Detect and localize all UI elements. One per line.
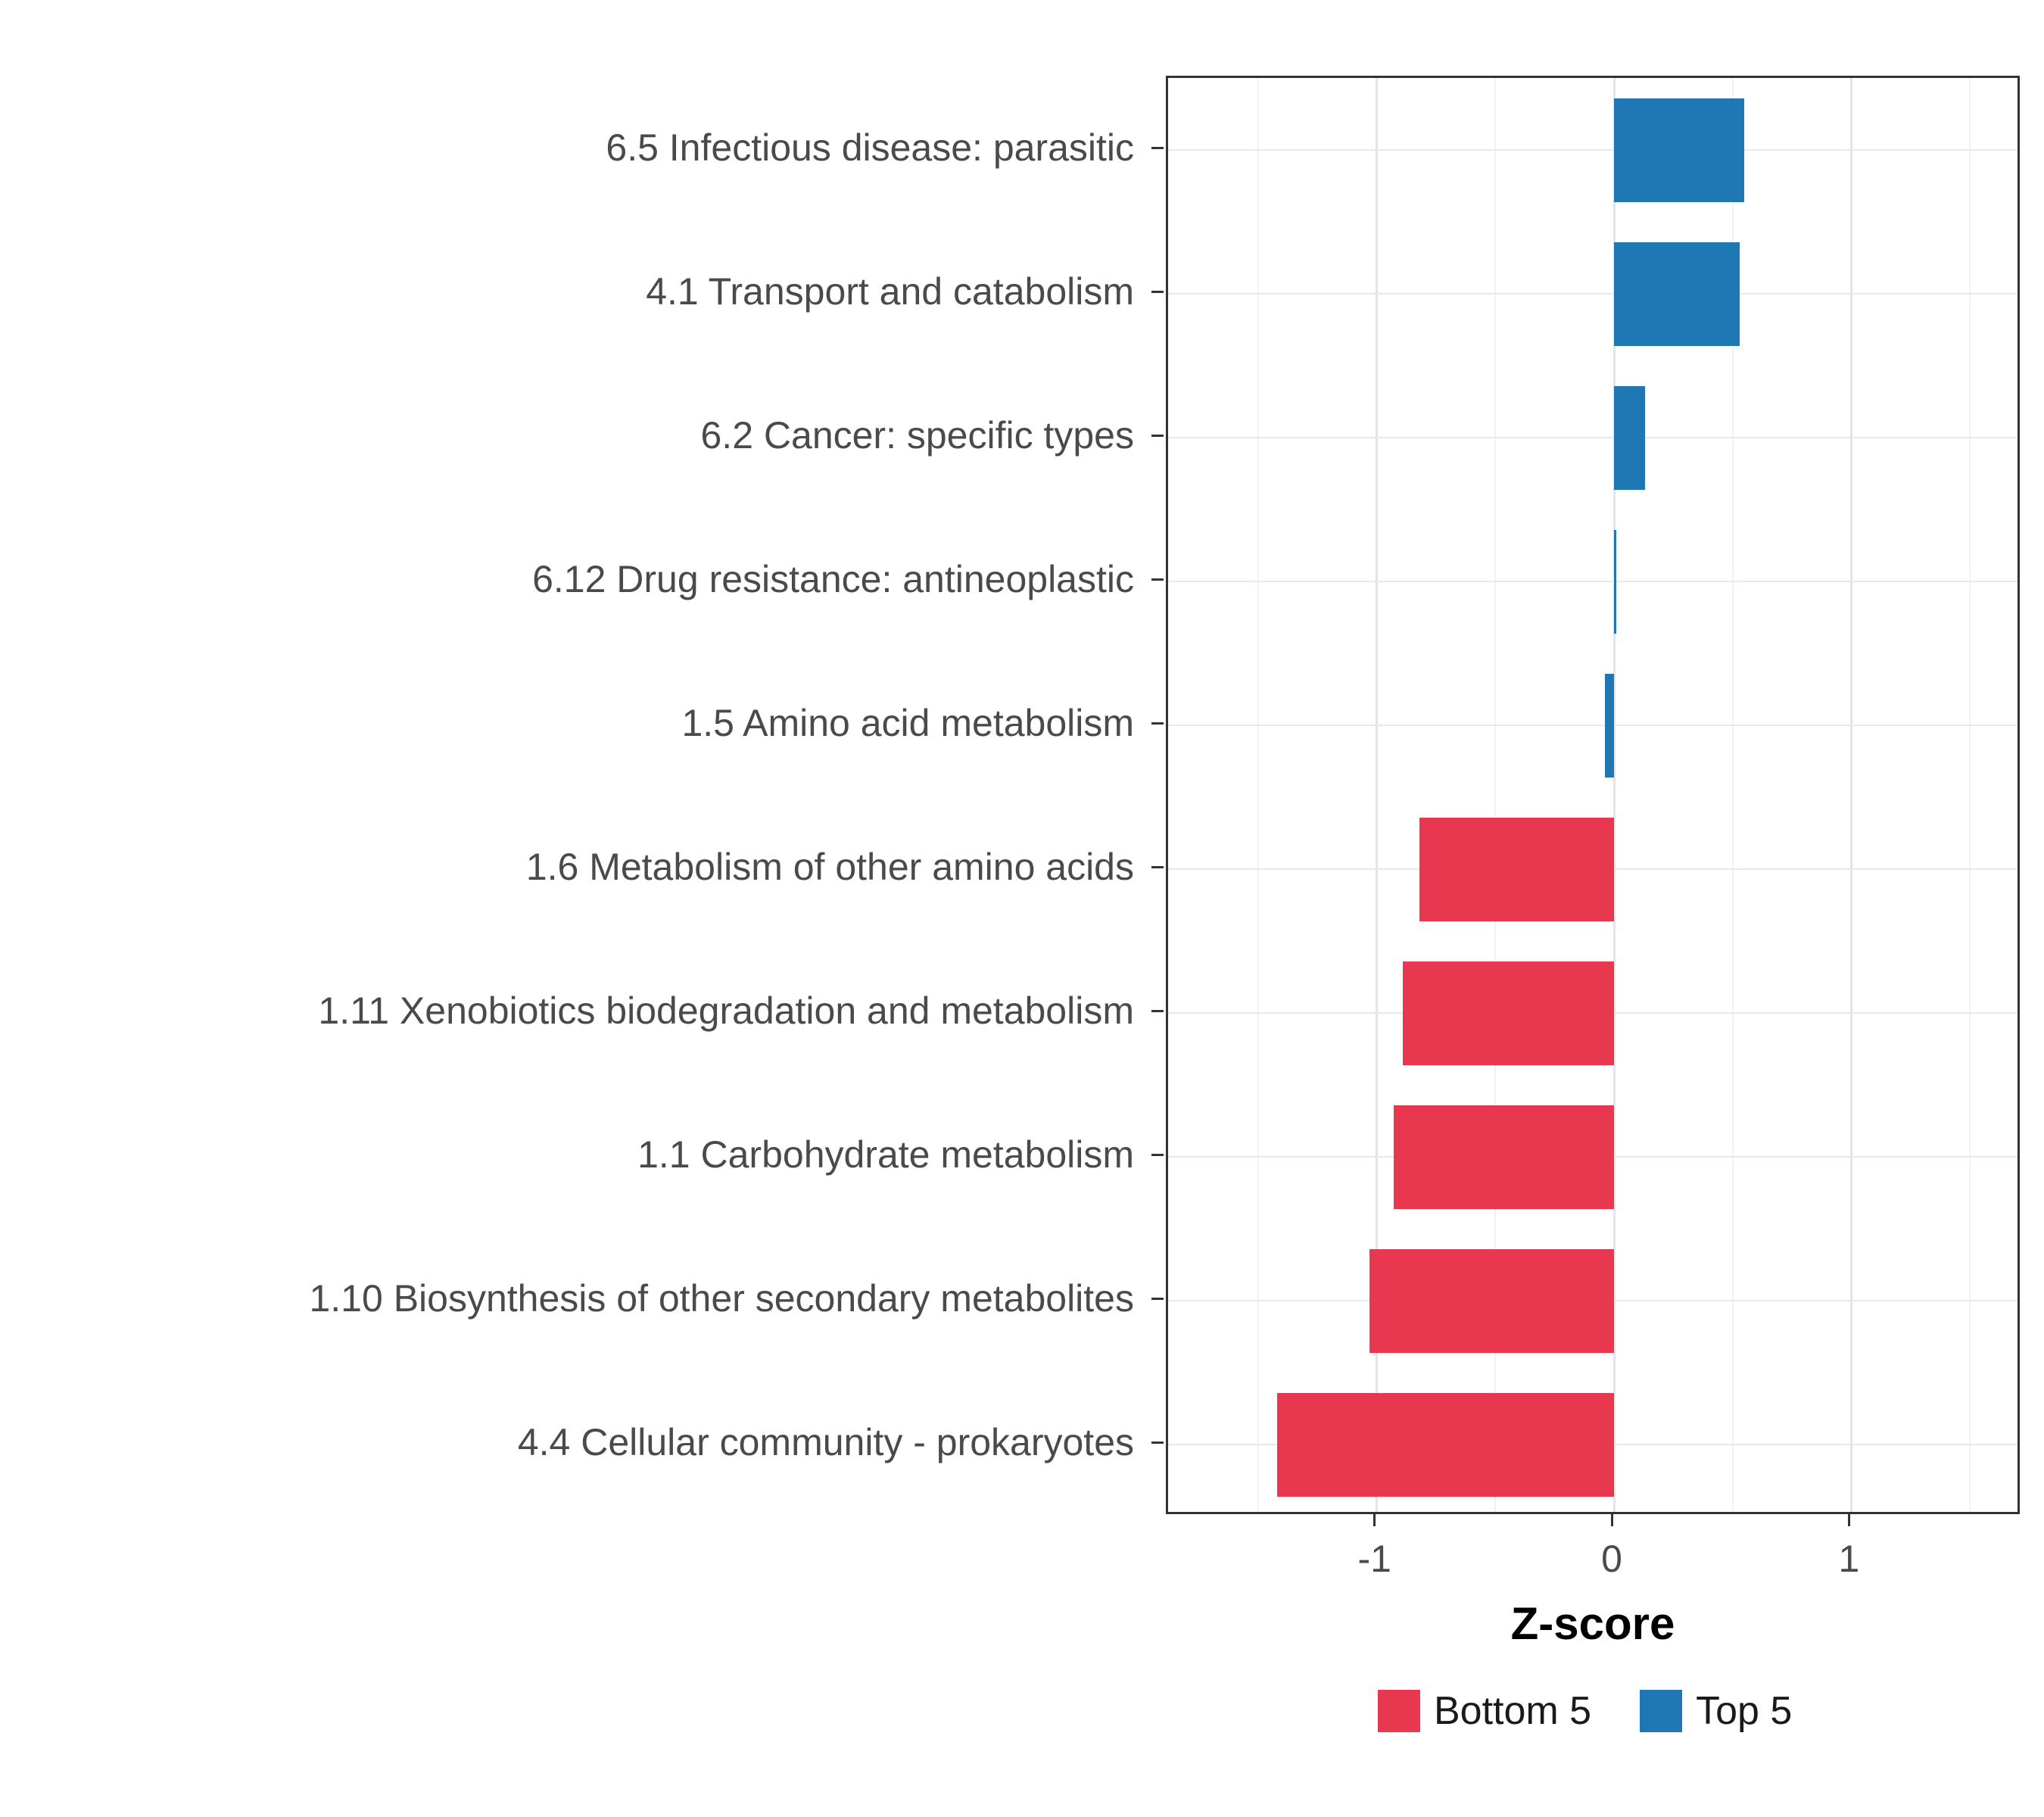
x-axis-title: Z-score <box>1510 1598 1675 1649</box>
category-gridline <box>1168 437 2018 438</box>
bar-bottom5 <box>1403 961 1615 1065</box>
y-tick-mark <box>1151 1009 1164 1012</box>
y-axis-label: 6.2 Cancer: specific types <box>700 414 1135 457</box>
y-axis-label: 4.1 Transport and catabolism <box>646 270 1134 313</box>
y-tick-mark <box>1151 865 1164 868</box>
bar-top5 <box>1614 529 1617 634</box>
legend-label: Bottom 5 <box>1434 1689 1592 1733</box>
x-tick-label: 0 <box>1601 1538 1622 1580</box>
y-axis-label: 1.5 Amino acid metabolism <box>681 702 1134 744</box>
major-gridline <box>1376 78 1379 1512</box>
y-axis-label: 1.1 Carbohydrate metabolism <box>637 1133 1134 1176</box>
category-gridline <box>1168 149 2018 151</box>
bar-top5 <box>1614 385 1645 490</box>
x-tick-mark <box>1847 1514 1850 1526</box>
y-tick-mark <box>1151 146 1164 149</box>
y-axis-label: 6.12 Drug resistance: antineoplastic <box>532 558 1134 600</box>
y-axis-label: 4.4 Cellular community - prokaryotes <box>517 1421 1134 1463</box>
minor-gridline <box>1731 78 1734 1512</box>
y-axis-label: 1.6 Metabolism of other amino acids <box>525 846 1134 888</box>
major-gridline <box>1849 78 1852 1512</box>
y-tick-mark <box>1151 1153 1164 1156</box>
plot-panel <box>1166 76 2020 1514</box>
legend-label: Top 5 <box>1696 1689 1793 1733</box>
minor-gridline <box>1257 78 1260 1512</box>
bar-bottom5 <box>1419 817 1615 921</box>
y-axis-labels: 6.5 Infectious disease: parasitic 4.1 Tra… <box>0 76 1134 1514</box>
category-gridline <box>1168 725 2018 726</box>
y-tick-mark <box>1151 1297 1164 1300</box>
y-tick-mark <box>1151 434 1164 437</box>
minor-gridline <box>1969 78 1971 1512</box>
y-tick-mark <box>1151 578 1164 581</box>
y-axis-label: 1.11 Xenobiotics biodegradation and meta… <box>318 990 1134 1032</box>
y-tick-mark <box>1151 290 1164 293</box>
bar-top5 <box>1614 242 1740 346</box>
bar-bottom5 <box>1393 1105 1615 1209</box>
legend-item: Top 5 <box>1640 1688 1792 1734</box>
x-tick-label: -1 <box>1357 1538 1391 1580</box>
y-tick-mark <box>1151 1441 1164 1444</box>
major-gridline <box>1612 78 1616 1512</box>
legend-swatch <box>1640 1690 1683 1732</box>
x-tick-mark <box>1610 1514 1613 1526</box>
legend-swatch <box>1378 1690 1420 1732</box>
y-axis-label: 1.10 Biosynthesis of other secondary met… <box>309 1277 1134 1320</box>
legend-item: Bottom 5 <box>1378 1688 1591 1734</box>
minor-gridline <box>1494 78 1497 1512</box>
y-axis-label: 6.5 Infectious disease: parasitic <box>606 126 1134 169</box>
bar-top5 <box>1614 98 1745 202</box>
x-tick-label: 1 <box>1838 1538 1860 1580</box>
category-gridline <box>1168 581 2018 582</box>
legend: Bottom 5 Top 5 <box>1378 1688 1792 1734</box>
bar-bottom5 <box>1277 1392 1615 1497</box>
x-tick-mark <box>1373 1514 1376 1526</box>
y-tick-mark <box>1151 722 1164 725</box>
bar-bottom5 <box>1369 1248 1615 1353</box>
bar-top5 <box>1604 673 1615 778</box>
category-gridline <box>1168 293 2018 295</box>
